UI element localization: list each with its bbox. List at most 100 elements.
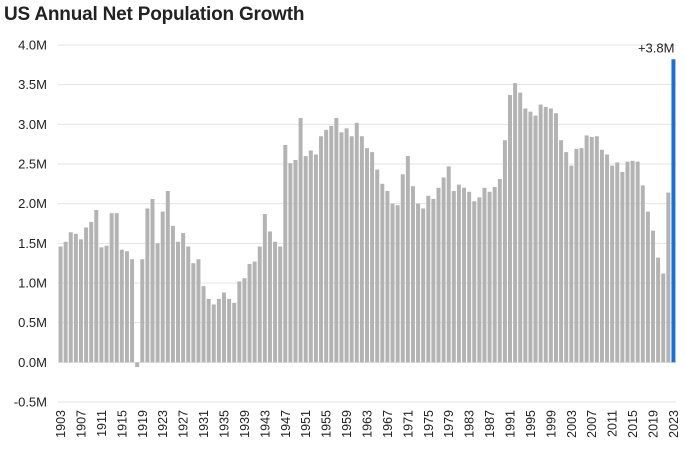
bar-1945 <box>273 241 278 363</box>
bar-1969 <box>395 205 400 363</box>
bar-1959 <box>344 128 349 363</box>
x-tick-label: 1983 <box>463 410 477 438</box>
x-tick-label: 1955 <box>320 410 334 438</box>
bars <box>58 59 676 368</box>
bar-1916 <box>124 251 129 363</box>
x-tick-label: 1947 <box>279 410 293 438</box>
bar-1967 <box>385 190 390 363</box>
x-tick-label: 2019 <box>647 410 661 438</box>
x-tick-label: 1939 <box>238 410 252 438</box>
bar-1947 <box>283 144 288 363</box>
bar-1951 <box>303 156 308 363</box>
bar-2006 <box>584 135 589 363</box>
y-tick-label: 3.0M <box>18 117 47 132</box>
bar-1981 <box>456 184 461 363</box>
bar-2010 <box>605 154 610 363</box>
bar-1915 <box>119 249 124 363</box>
x-tick-label: 1959 <box>340 410 354 438</box>
bar-1976 <box>431 198 436 363</box>
x-tick-label: 1963 <box>361 410 375 438</box>
bar-1913 <box>109 213 114 363</box>
bar-1942 <box>257 246 262 363</box>
bar-1929 <box>191 263 196 363</box>
bar-2002 <box>564 152 569 363</box>
bar-1994 <box>523 108 528 363</box>
bar-1952 <box>308 150 313 363</box>
bar-1988 <box>492 187 497 363</box>
annotation-label: +3.8M <box>638 40 675 55</box>
bar-2008 <box>594 136 599 363</box>
bar-1962 <box>359 136 364 363</box>
bar-2001 <box>559 140 564 363</box>
bar-2009 <box>599 149 604 363</box>
bar-1984 <box>472 201 477 363</box>
bar-1993 <box>518 92 523 363</box>
bar-1940 <box>247 263 252 363</box>
bar-1964 <box>370 152 375 363</box>
bar-1932 <box>206 298 211 363</box>
bar-1930 <box>196 259 201 363</box>
y-tick-label: 2.5M <box>18 157 47 172</box>
bar-1955 <box>324 129 329 363</box>
bar-1995 <box>528 111 533 363</box>
bar-1971 <box>405 156 410 363</box>
bar-1924 <box>165 190 170 363</box>
bar-1903 <box>58 246 63 363</box>
bar-1912 <box>104 245 109 363</box>
x-tick-label: 1975 <box>422 410 436 438</box>
bar-1949 <box>293 160 298 363</box>
x-tick-label: 1967 <box>381 410 395 438</box>
bar-1992 <box>513 83 518 363</box>
y-tick-label: 4.0M <box>18 38 47 53</box>
bar-1909 <box>89 221 94 363</box>
bar-1953 <box>313 154 318 363</box>
x-axis-ticks: 1903 1907 1911 1915 1919 1923 1927 1931 1935 1939… <box>54 410 681 438</box>
bar-1905 <box>68 232 73 363</box>
bar-1933 <box>211 304 216 363</box>
bar-1941 <box>252 261 257 363</box>
x-tick-label: 1935 <box>217 410 231 438</box>
x-tick-label: 2007 <box>585 410 599 438</box>
annotations: +3.8M <box>638 40 675 55</box>
bar-1917 <box>130 259 135 363</box>
bar-1958 <box>339 132 344 363</box>
bar-1979 <box>446 166 451 363</box>
x-tick-label: 1943 <box>258 410 272 438</box>
x-tick-label: 1911 <box>95 410 109 437</box>
bar-1904 <box>63 241 68 363</box>
y-axis-ticks: 4.0M 3.5M 3.0M 2.5M 2.0M 1.5M 1.0M 0.5M 0.0M -0.5… <box>14 38 47 410</box>
y-tick-label: 0.5M <box>18 315 47 330</box>
bar-2018 <box>645 211 650 363</box>
bar-1944 <box>267 231 272 363</box>
bar-1987 <box>487 191 492 363</box>
x-tick-label: 2023 <box>667 410 681 438</box>
bar-2021 <box>661 273 666 363</box>
bar-1960 <box>349 136 354 363</box>
y-tick-label: 3.5M <box>18 77 47 92</box>
bar-2007 <box>589 137 594 363</box>
bar-1914 <box>114 213 119 363</box>
bar-2017 <box>640 185 645 363</box>
bar-1965 <box>375 169 380 363</box>
bar-1910 <box>94 210 99 363</box>
bar-1931 <box>201 286 206 363</box>
y-tick-label: 2.0M <box>18 196 47 211</box>
x-tick-label: 1987 <box>483 410 497 438</box>
y-tick-label: 0.0M <box>18 355 47 370</box>
x-tick-label: 1927 <box>177 410 191 438</box>
bar-1943 <box>262 213 267 363</box>
x-tick-label: 2003 <box>565 410 579 438</box>
bar-1926 <box>176 241 181 363</box>
bar-1922 <box>155 243 160 363</box>
x-tick-label: 2011 <box>606 410 620 437</box>
bar-1982 <box>462 187 467 363</box>
bar-1925 <box>170 225 175 363</box>
bar-2015 <box>630 160 635 363</box>
bar-1928 <box>186 246 191 363</box>
x-tick-label: 2015 <box>626 410 640 438</box>
bar-1934 <box>216 298 221 363</box>
bar-1957 <box>334 117 339 363</box>
bar-2011 <box>610 165 615 363</box>
x-tick-label: 1979 <box>442 410 456 438</box>
bar-1978 <box>441 177 446 363</box>
